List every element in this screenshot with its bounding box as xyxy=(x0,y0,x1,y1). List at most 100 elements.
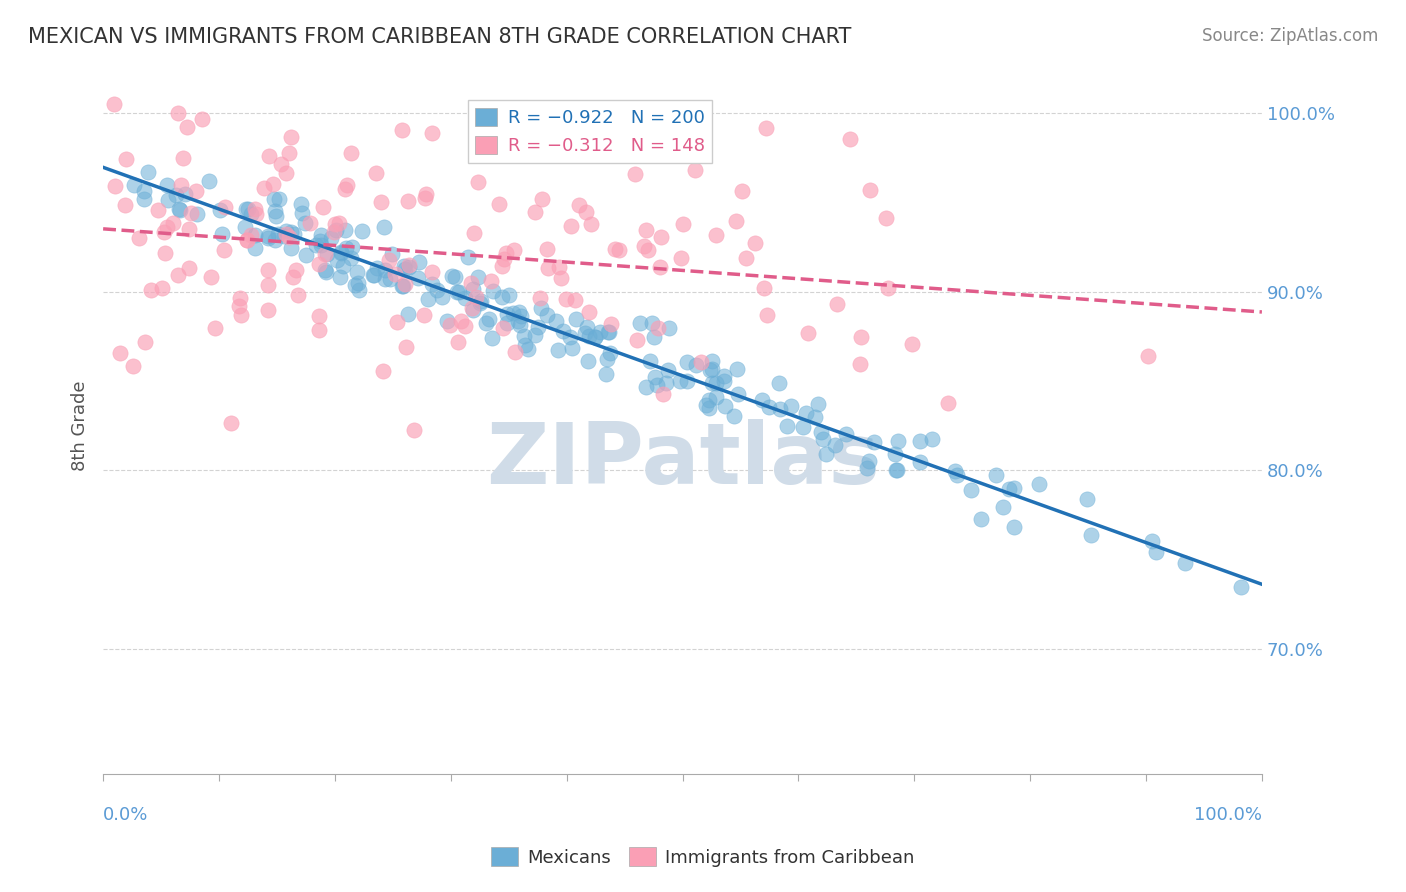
Point xyxy=(647,321,669,335)
Point xyxy=(453,319,475,334)
Point xyxy=(381,247,404,261)
Point xyxy=(326,252,349,267)
Point xyxy=(398,258,420,272)
Point xyxy=(173,187,195,202)
Point xyxy=(468,295,491,310)
Point xyxy=(672,217,695,231)
Point xyxy=(132,192,155,206)
Point xyxy=(474,316,496,330)
Point xyxy=(274,227,297,242)
Point xyxy=(936,395,959,409)
Point xyxy=(420,126,443,140)
Point xyxy=(735,251,758,265)
Point xyxy=(998,483,1021,497)
Point xyxy=(104,179,127,194)
Point xyxy=(810,425,832,440)
Point xyxy=(555,292,578,306)
Point xyxy=(366,260,388,275)
Point xyxy=(439,318,461,333)
Point xyxy=(530,301,553,315)
Point xyxy=(607,243,630,257)
Point xyxy=(396,194,419,208)
Point xyxy=(702,376,724,390)
Point xyxy=(744,235,766,250)
Point xyxy=(332,259,354,273)
Point xyxy=(186,207,208,221)
Point xyxy=(713,369,735,384)
Point xyxy=(858,454,880,468)
Point xyxy=(481,331,503,345)
Point xyxy=(262,177,284,191)
Point xyxy=(150,281,173,295)
Point xyxy=(780,400,803,414)
Point xyxy=(214,200,236,214)
Point xyxy=(1144,545,1167,559)
Text: ZIPatlas: ZIPatlas xyxy=(485,419,879,502)
Point xyxy=(153,225,176,239)
Point xyxy=(756,308,779,322)
Point xyxy=(335,223,357,237)
Point xyxy=(370,195,392,210)
Point xyxy=(496,316,519,330)
Point xyxy=(775,418,797,433)
Point xyxy=(960,483,983,498)
Point xyxy=(862,435,884,450)
Point xyxy=(165,187,187,202)
Point xyxy=(598,326,620,340)
Point xyxy=(502,243,524,257)
Point xyxy=(676,374,699,388)
Point xyxy=(329,269,352,284)
Point xyxy=(544,313,567,327)
Point xyxy=(446,285,468,299)
Point xyxy=(167,268,190,282)
Point xyxy=(657,363,679,377)
Point xyxy=(596,352,619,367)
Point xyxy=(695,397,717,411)
Point xyxy=(547,343,569,357)
Point xyxy=(463,282,485,296)
Point xyxy=(697,401,720,415)
Point xyxy=(579,217,602,231)
Point xyxy=(384,267,406,281)
Point xyxy=(396,307,419,321)
Point xyxy=(311,200,333,214)
Point xyxy=(392,259,415,273)
Point xyxy=(638,353,661,368)
Point xyxy=(191,112,214,127)
Point xyxy=(699,363,721,377)
Point xyxy=(236,233,259,247)
Point xyxy=(751,392,773,407)
Point xyxy=(509,318,531,333)
Point xyxy=(340,145,363,160)
Point xyxy=(470,294,492,309)
Point xyxy=(706,228,728,243)
Point xyxy=(537,260,560,275)
Point xyxy=(531,192,554,206)
Point xyxy=(309,235,332,249)
Point xyxy=(887,434,910,448)
Point xyxy=(811,433,834,447)
Point xyxy=(769,402,792,417)
Point xyxy=(1174,556,1197,570)
Point xyxy=(824,438,846,452)
Point xyxy=(467,175,489,189)
Point xyxy=(491,290,513,304)
Point xyxy=(578,328,600,343)
Point xyxy=(415,186,437,201)
Point xyxy=(628,316,651,330)
Text: MEXICAN VS IMMIGRANTS FROM CARIBBEAN 8TH GRADE CORRELATION CHART: MEXICAN VS IMMIGRANTS FROM CARIBBEAN 8TH… xyxy=(28,27,852,46)
Point xyxy=(536,308,558,322)
Point xyxy=(624,167,647,181)
Point xyxy=(464,290,486,304)
Point xyxy=(114,152,136,166)
Text: 100.0%: 100.0% xyxy=(1194,805,1263,824)
Point xyxy=(634,223,657,237)
Point xyxy=(1080,528,1102,542)
Point xyxy=(1137,349,1160,363)
Point xyxy=(457,250,479,264)
Point xyxy=(768,376,790,390)
Point xyxy=(394,262,416,277)
Point xyxy=(441,268,464,283)
Point xyxy=(170,178,193,192)
Point xyxy=(243,241,266,255)
